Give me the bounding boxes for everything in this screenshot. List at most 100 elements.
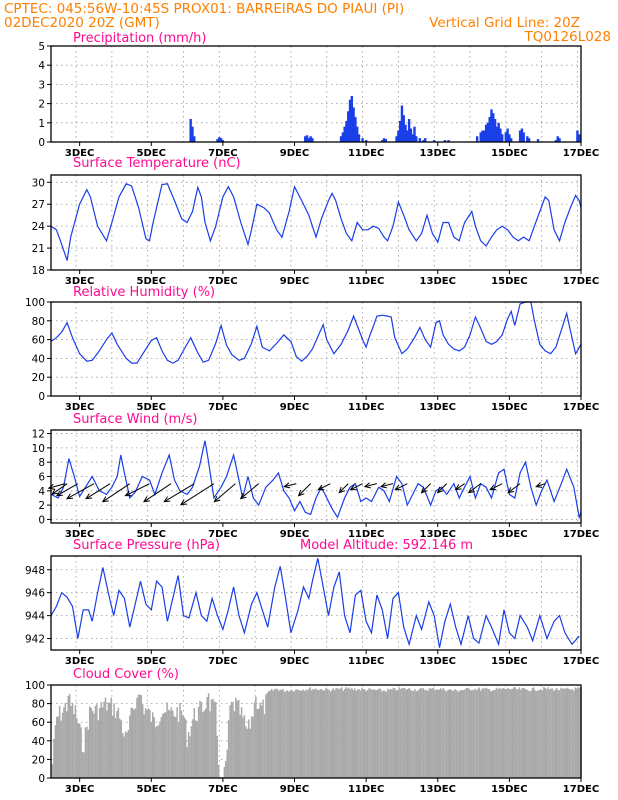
cloud-bar bbox=[365, 691, 367, 778]
precip-bar bbox=[499, 128, 502, 142]
cloud-bar bbox=[182, 715, 184, 778]
cloud-bar bbox=[349, 689, 352, 778]
cloud-bar bbox=[150, 722, 153, 778]
cloud-bar bbox=[77, 723, 80, 778]
precip-bar bbox=[479, 132, 482, 142]
cloud-bar bbox=[511, 688, 514, 778]
y-tick-label: 5 bbox=[38, 41, 45, 53]
cloud-bar bbox=[335, 688, 337, 778]
cloud-bar bbox=[322, 690, 324, 778]
cloud-bar bbox=[422, 688, 425, 778]
cloud-bar bbox=[325, 687, 327, 778]
cloud-bar bbox=[170, 707, 173, 778]
cloud-bar bbox=[308, 688, 310, 778]
x-tick-label: 7DEC bbox=[208, 656, 237, 667]
x-tick-label: 17DEC bbox=[563, 656, 599, 667]
cloud-bar bbox=[153, 717, 155, 778]
cloud-bar bbox=[564, 688, 567, 778]
cloud-bar bbox=[177, 721, 180, 778]
cloud-bar bbox=[491, 690, 493, 778]
model-altitude-note: Model Altitude: 592.146 m bbox=[300, 538, 473, 553]
cloud-bar bbox=[428, 688, 430, 778]
wind-title: Surface Wind (m/s) bbox=[73, 412, 197, 427]
cloud-bar bbox=[442, 687, 445, 778]
cloud-bar bbox=[353, 688, 356, 778]
cloud-bar bbox=[454, 689, 456, 778]
cloud-bar bbox=[256, 709, 259, 778]
precip-bar bbox=[411, 134, 414, 142]
cloud-bar bbox=[319, 689, 322, 778]
cloud-bar bbox=[51, 764, 54, 778]
precip-bar bbox=[304, 136, 307, 142]
x-tick-label: 3DEC bbox=[65, 529, 94, 540]
cloud-bar bbox=[58, 705, 61, 778]
cloud-bar bbox=[374, 689, 376, 778]
precip-bar bbox=[447, 140, 450, 142]
cloud-bar bbox=[133, 709, 135, 778]
wind-vector-arrow bbox=[66, 483, 95, 500]
cloud-bar bbox=[305, 689, 307, 778]
wind-vector-arrow bbox=[180, 483, 215, 506]
cloud-bar bbox=[258, 708, 260, 778]
cloud-bar bbox=[311, 690, 313, 778]
precip-bar bbox=[488, 117, 491, 142]
precip-bar bbox=[384, 139, 388, 142]
cloud-bar bbox=[199, 700, 201, 778]
cloud-bar bbox=[74, 705, 77, 778]
cloud-bar bbox=[551, 688, 554, 778]
wind-vector-arrowhead bbox=[349, 484, 357, 491]
cloud-bar bbox=[187, 731, 190, 778]
cloud-bar bbox=[309, 687, 312, 778]
wind-vector-arrowhead bbox=[163, 496, 171, 503]
cloud-bar bbox=[501, 688, 504, 778]
cloud-bar bbox=[369, 688, 372, 778]
wind-vector-arrowhead bbox=[507, 487, 515, 494]
cloud-bar bbox=[303, 690, 306, 778]
cloud-bar bbox=[232, 702, 234, 778]
precip-bar bbox=[554, 140, 558, 142]
cloud-bar bbox=[141, 704, 144, 778]
wind-vector-arrow bbox=[298, 483, 311, 497]
cloud-bar bbox=[427, 690, 429, 778]
cloud-bar bbox=[402, 688, 405, 778]
cloud-bar bbox=[99, 707, 101, 778]
cloud-bar bbox=[371, 689, 373, 778]
x-tick-label: 5DEC bbox=[137, 656, 166, 667]
cloud-bar bbox=[210, 699, 213, 778]
cloud-bar bbox=[229, 705, 231, 778]
x-tick-label: 15DEC bbox=[491, 784, 527, 795]
cloud-bar bbox=[521, 687, 524, 778]
cloud-bar bbox=[130, 707, 133, 778]
cloud-bar bbox=[379, 688, 382, 778]
wind-vector-arrowhead bbox=[489, 484, 497, 491]
cloud-bar bbox=[215, 702, 217, 778]
cloud-bar bbox=[143, 714, 145, 778]
cloud-bar bbox=[445, 691, 448, 778]
precip-bar bbox=[311, 138, 314, 142]
cloud-bar bbox=[381, 691, 383, 778]
cloud-bar bbox=[120, 720, 122, 778]
cloud-bar bbox=[472, 690, 475, 778]
precip-bar bbox=[484, 124, 488, 142]
cloud-bar bbox=[494, 689, 496, 778]
cloud-bar bbox=[490, 691, 492, 778]
x-tick-label: 7DEC bbox=[208, 784, 237, 795]
cloud-bar bbox=[237, 699, 240, 778]
cloud-bar bbox=[278, 690, 280, 778]
cloud-bar bbox=[280, 689, 283, 778]
cloud-bar bbox=[286, 690, 289, 778]
precip-bar bbox=[490, 109, 493, 142]
cloud-bar bbox=[555, 687, 558, 778]
cloud-bar bbox=[348, 687, 350, 778]
x-tick-label: 13DEC bbox=[420, 784, 456, 795]
cloud-bar bbox=[399, 689, 402, 778]
cloud-bar bbox=[117, 707, 120, 778]
cloud-bar bbox=[434, 690, 436, 778]
cloud-bar bbox=[364, 689, 366, 778]
cloud-bar bbox=[160, 717, 163, 778]
precip-frame bbox=[50, 45, 582, 143]
cloud-bar bbox=[408, 688, 410, 778]
wind-vector-arrowhead bbox=[51, 488, 59, 495]
wind-vector-arrow bbox=[163, 483, 195, 503]
cloud-bar bbox=[577, 687, 579, 778]
